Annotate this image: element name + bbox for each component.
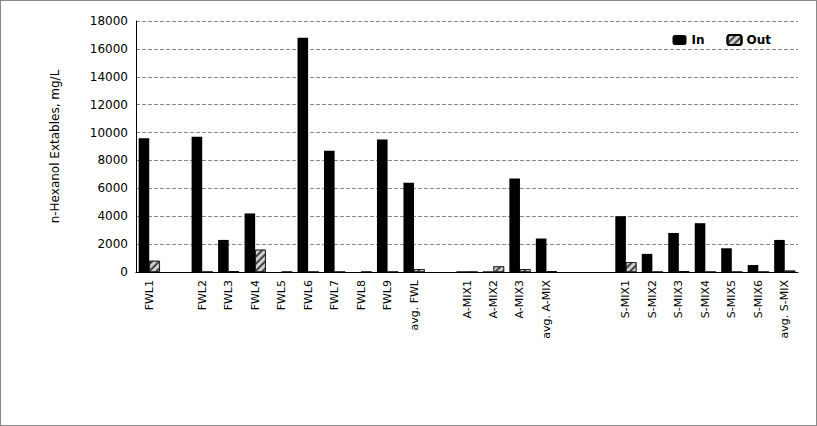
svg-text:A-MIX1: A-MIX1 <box>461 280 474 319</box>
svg-text:18000: 18000 <box>90 14 128 28</box>
svg-text:A-MIX3: A-MIX3 <box>513 280 526 319</box>
svg-text:n-Hexanol Extables, mg/L: n-Hexanol Extables, mg/L <box>48 69 62 223</box>
svg-text:2000: 2000 <box>97 237 128 251</box>
svg-text:A-MIX2: A-MIX2 <box>487 280 500 319</box>
svg-text:0: 0 <box>120 265 128 279</box>
svg-text:FWL9: FWL9 <box>381 280 394 310</box>
svg-text:FWL2: FWL2 <box>196 280 209 310</box>
svg-text:S-MIX5: S-MIX5 <box>725 280 738 318</box>
svg-text:avg. FWL: avg. FWL <box>408 279 421 330</box>
svg-text:FWL7: FWL7 <box>328 280 341 310</box>
svg-text:14000: 14000 <box>90 70 128 84</box>
svg-text:FWL8: FWL8 <box>355 280 368 310</box>
svg-text:S-MIX4: S-MIX4 <box>699 280 712 318</box>
svg-text:FWL5: FWL5 <box>275 280 288 310</box>
svg-text:4000: 4000 <box>97 209 128 223</box>
svg-text:FWL1: FWL1 <box>143 280 156 310</box>
svg-text:FWL6: FWL6 <box>302 280 315 310</box>
svg-text:avg. A-MIX: avg. A-MIX <box>540 280 553 339</box>
svg-text:12000: 12000 <box>90 98 128 112</box>
svg-text:In: In <box>692 33 705 47</box>
svg-text:8000: 8000 <box>97 153 128 167</box>
svg-text:S-MIX2: S-MIX2 <box>646 280 659 318</box>
svg-text:6000: 6000 <box>97 181 128 195</box>
svg-text:S-MIX3: S-MIX3 <box>672 280 685 318</box>
svg-text:avg. S-MIX: avg. S-MIX <box>778 280 791 339</box>
svg-text:S-MIX6: S-MIX6 <box>752 280 765 318</box>
svg-text:FWL3: FWL3 <box>222 280 235 310</box>
svg-text:Out: Out <box>747 33 772 47</box>
svg-text:S-MIX1: S-MIX1 <box>619 280 632 318</box>
svg-text:16000: 16000 <box>90 42 128 56</box>
svg-text:FWL4: FWL4 <box>249 280 262 310</box>
svg-text:10000: 10000 <box>90 126 128 140</box>
